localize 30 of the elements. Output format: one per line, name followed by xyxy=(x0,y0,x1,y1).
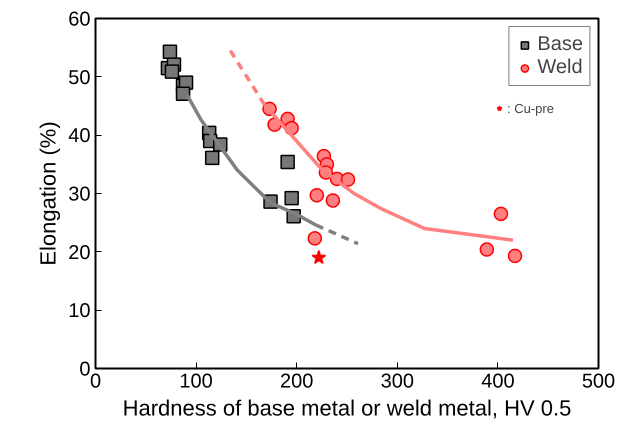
point xyxy=(311,250,326,264)
x-tick-label: 100 xyxy=(179,370,213,392)
point xyxy=(508,248,522,264)
y-tick-label: 40 xyxy=(68,125,91,148)
point xyxy=(204,150,220,166)
legend-label: : Cu-pre xyxy=(507,100,554,116)
point xyxy=(340,172,356,187)
point xyxy=(308,231,322,246)
y-tick-label: 60 xyxy=(68,8,91,30)
x-tick-label: 300 xyxy=(380,370,414,392)
y-tick-label: 30 xyxy=(68,184,91,206)
point xyxy=(280,154,295,170)
point xyxy=(310,188,324,202)
point xyxy=(176,86,190,101)
y-tick-label: 50 xyxy=(68,66,91,89)
x-axis-title: Hardness of base metal or weld metal, HV 0.5 xyxy=(122,396,572,420)
point xyxy=(284,190,299,206)
x-tick-label: 200 xyxy=(280,370,314,392)
y-tick-label: 20 xyxy=(68,242,91,264)
legend-label: Base xyxy=(537,33,583,56)
point xyxy=(494,206,508,222)
legend-label: Weld xyxy=(537,56,583,79)
point xyxy=(326,193,340,208)
y-tick-label: 10 xyxy=(68,300,91,322)
y-axis-title: Elongation (%) xyxy=(35,121,60,266)
point xyxy=(480,242,494,257)
point xyxy=(164,64,180,79)
point xyxy=(162,44,178,59)
x-tick-label: 500 xyxy=(582,370,616,392)
x-tick-label: 400 xyxy=(481,370,515,392)
